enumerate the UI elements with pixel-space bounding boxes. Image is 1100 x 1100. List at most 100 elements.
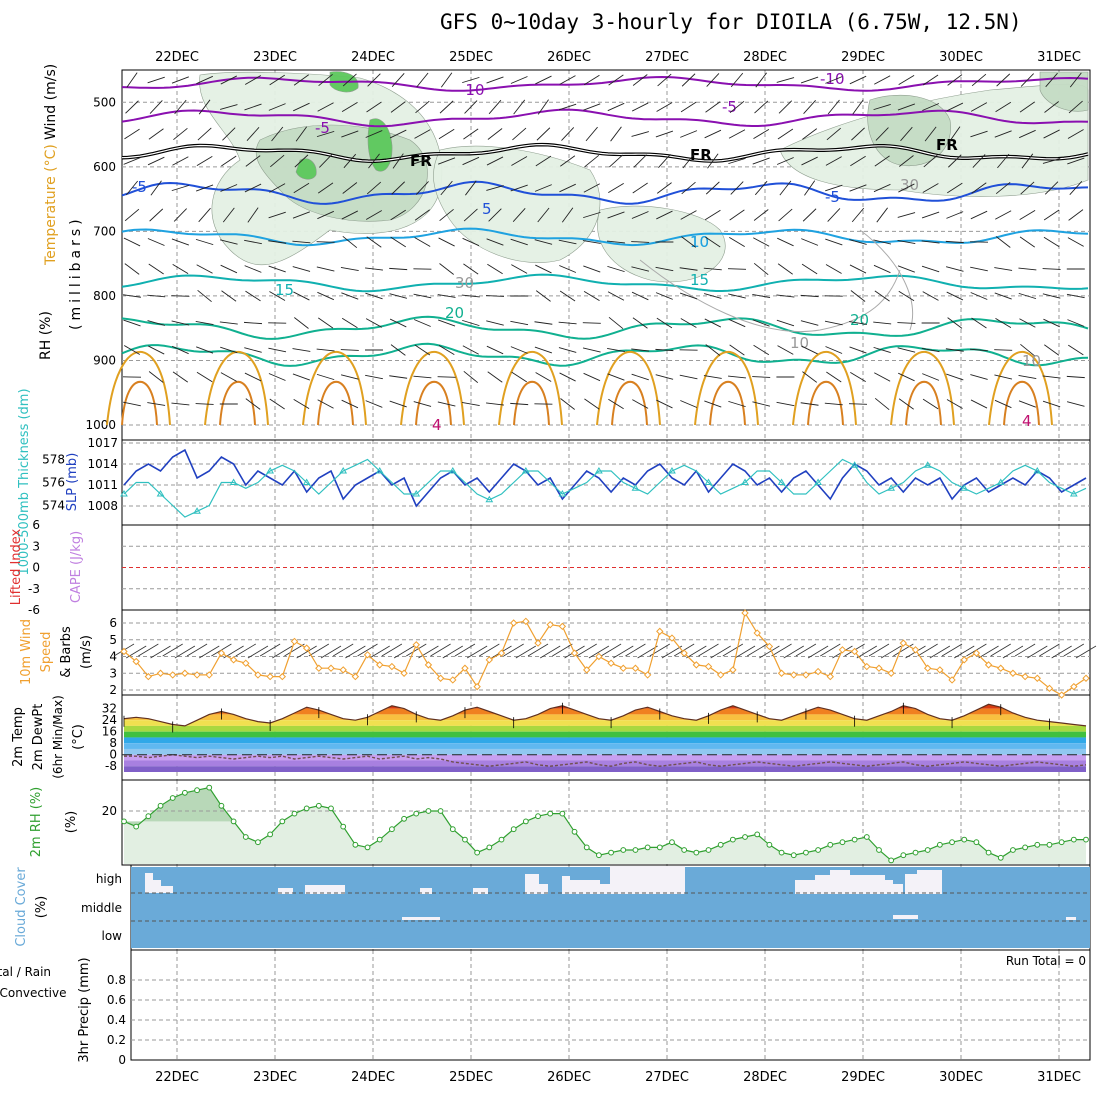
wind-barb xyxy=(995,210,1012,220)
wind-barb xyxy=(222,207,235,223)
wind-barb xyxy=(656,102,673,112)
wind-barb xyxy=(488,208,502,222)
thickness-marker xyxy=(1033,467,1042,474)
wind-barb xyxy=(537,99,549,115)
rh2m-marker xyxy=(997,854,1004,861)
wind10-marker xyxy=(984,661,993,669)
wind10-marker xyxy=(1082,674,1090,682)
wind-barb xyxy=(196,346,214,354)
slp-line xyxy=(123,448,1087,508)
wind-barb xyxy=(415,100,430,114)
wind-barb xyxy=(777,345,794,355)
wind10-marker xyxy=(863,662,871,671)
date-label-top: 27DEC xyxy=(645,50,689,65)
wind10-marker xyxy=(546,620,554,629)
date-label-bottom: 31DEC xyxy=(1037,1070,1081,1085)
wind-barb xyxy=(851,127,865,141)
wind-barb xyxy=(704,129,722,139)
wind10-barb xyxy=(162,643,183,657)
wind10-marker xyxy=(497,649,506,657)
wind-barb xyxy=(897,265,915,273)
wind10-barb xyxy=(418,645,439,659)
wind-barb xyxy=(994,399,1012,409)
rh-shading-area xyxy=(597,205,726,283)
cloud-high xyxy=(850,875,885,894)
thickness-marker xyxy=(814,478,822,485)
wind-barb xyxy=(171,402,190,406)
wind-barb xyxy=(173,208,187,222)
wind-barb xyxy=(680,400,698,408)
wind-barb xyxy=(488,99,502,115)
thickness-marker xyxy=(339,467,348,474)
wind10-barb xyxy=(698,643,719,657)
isotherm-label: -10 xyxy=(820,70,845,88)
thickness-marker xyxy=(302,478,311,485)
wind-barb xyxy=(752,293,771,299)
wind-barb xyxy=(898,398,914,410)
wind-barb xyxy=(800,320,819,326)
wind-barb xyxy=(341,399,359,409)
date-label-bottom: 27DEC xyxy=(645,1070,689,1085)
isotherm-label: 10 xyxy=(690,233,709,251)
wind10-marker xyxy=(400,669,408,677)
wind10-barb xyxy=(588,645,610,659)
wind-barb xyxy=(340,349,359,351)
cloud-high xyxy=(905,874,917,894)
wind-tick-label: 4 xyxy=(109,650,117,664)
wind-barb xyxy=(729,236,745,248)
wind-barb xyxy=(995,317,1012,329)
thickness-line xyxy=(123,458,1087,518)
isotherm-label: 15 xyxy=(275,281,294,299)
thickness-marker xyxy=(595,467,603,474)
wind10-marker xyxy=(936,666,944,674)
cloud-middle xyxy=(402,917,440,920)
wind-barb xyxy=(632,182,648,194)
wind-barb xyxy=(221,290,237,302)
isotherm-label: 4 xyxy=(1022,412,1032,430)
cloud-level-label: low xyxy=(102,929,123,943)
wind10-marker xyxy=(607,659,615,667)
wind-barb xyxy=(777,128,794,140)
wind-barb xyxy=(485,295,505,297)
wind-barb xyxy=(655,292,673,300)
slp-tick-label: 1014 xyxy=(87,457,118,471)
wind-barb xyxy=(753,237,770,247)
wind-barb xyxy=(535,290,551,302)
wind10-barb xyxy=(186,643,208,657)
wind10-barb xyxy=(320,645,342,659)
ylabel-temp2m-group: 2m Temp xyxy=(11,707,26,767)
wind-barb xyxy=(536,127,551,141)
wind-barb xyxy=(341,130,359,138)
wind10-barb xyxy=(856,645,878,659)
wind-barb xyxy=(873,264,891,274)
wind-barb xyxy=(582,347,601,353)
rh2m-marker xyxy=(169,795,176,801)
wind-barb xyxy=(849,321,867,325)
wind-barb xyxy=(583,103,601,111)
wind-barb xyxy=(1067,319,1085,327)
wind-barb xyxy=(704,400,722,408)
wind-barb xyxy=(342,182,358,194)
wind-barb xyxy=(171,320,190,326)
wind-barb xyxy=(462,319,480,327)
ylabel-cloud-group: Cloud Cover xyxy=(14,867,29,947)
ylabel-lifted-index: Lifted Index xyxy=(9,528,24,605)
wind-barb xyxy=(873,346,891,354)
wind-barb xyxy=(147,294,166,298)
wind-barb xyxy=(316,373,335,381)
wind-barb xyxy=(316,241,335,243)
precip-tick-label: 0 xyxy=(118,1053,126,1067)
date-label-bottom: 28DEC xyxy=(743,1070,787,1085)
wind-barb xyxy=(463,370,479,384)
wind10-marker xyxy=(814,667,822,676)
wind-barb xyxy=(414,209,430,221)
wind-barb xyxy=(147,156,165,166)
rh2m-marker xyxy=(973,839,980,846)
wind10-barb xyxy=(637,645,658,659)
temp-band xyxy=(124,760,1086,767)
wind-barb xyxy=(367,73,381,87)
rh2m-marker xyxy=(413,810,420,817)
rh2m-marker xyxy=(656,844,663,851)
wind10-barb xyxy=(807,645,829,659)
wind-barb xyxy=(704,209,721,221)
